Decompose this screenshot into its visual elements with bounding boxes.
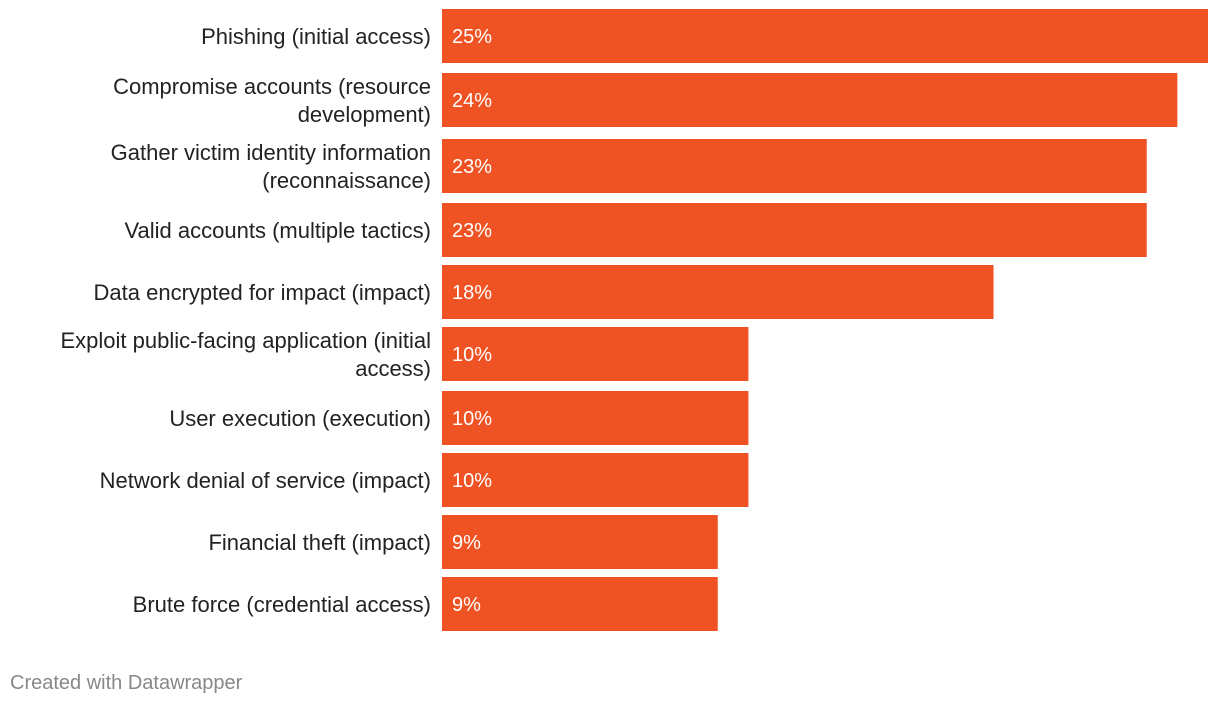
category-label-line: development) [298, 102, 431, 127]
category-label-line: Gather victim identity information [111, 140, 431, 165]
bar-value-label: 10% [452, 408, 492, 430]
category-label: Network denial of service (impact) [100, 468, 431, 493]
category-label-line: Valid accounts (multiple tactics) [125, 218, 432, 243]
bar-value-label: 24% [452, 90, 492, 112]
bar-value-label: 18% [452, 282, 492, 304]
category-label-line: Phishing (initial access) [201, 24, 431, 49]
category-label: Gather victim identity information (recon… [111, 140, 431, 193]
category-label-line: User execution (execution) [169, 406, 431, 431]
category-label: Financial theft (impact) [208, 530, 431, 555]
bar [442, 139, 1147, 193]
bar [442, 265, 994, 319]
bar [442, 203, 1147, 257]
category-label-line: Exploit public-facing application (initi… [60, 328, 431, 353]
category-label-line: (reconnaissance) [262, 168, 431, 193]
category-label: Brute force (credential access) [133, 592, 431, 617]
bar [442, 515, 718, 569]
category-label-line: Compromise accounts (resource [113, 74, 431, 99]
bar [442, 9, 1208, 63]
category-label: Valid accounts (multiple tactics) [125, 218, 432, 243]
bar-value-label: 25% [452, 26, 492, 48]
category-label-line: Data encrypted for impact (impact) [94, 280, 431, 305]
bar [442, 73, 1178, 127]
category-label-line: Brute force (credential access) [133, 592, 431, 617]
category-label: Compromise accounts (resource development… [113, 74, 431, 127]
bar-value-label: 23% [452, 220, 492, 242]
category-label: Data encrypted for impact (impact) [94, 280, 431, 305]
category-label: Phishing (initial access) [201, 24, 431, 49]
bar-value-label: 10% [452, 344, 492, 366]
bar [442, 391, 749, 445]
bar-value-label: 9% [452, 594, 481, 616]
bar-value-label: 9% [452, 532, 481, 554]
category-label-line: access) [355, 356, 431, 381]
category-label-line: Network denial of service (impact) [100, 468, 431, 493]
bar-value-label: 10% [452, 470, 492, 492]
bar [442, 577, 718, 631]
datawrapper-credit[interactable]: Created with Datawrapper [10, 672, 243, 694]
category-label: User execution (execution) [169, 406, 431, 431]
bar-value-label: 23% [452, 156, 492, 178]
bar [442, 453, 749, 507]
category-label-line: Financial theft (impact) [208, 530, 431, 555]
bar [442, 327, 749, 381]
category-label: Exploit public-facing application (initi… [60, 328, 431, 381]
bar-chart: 25% Phishing (initial access) 24% Compromis… [60, 9, 1208, 631]
